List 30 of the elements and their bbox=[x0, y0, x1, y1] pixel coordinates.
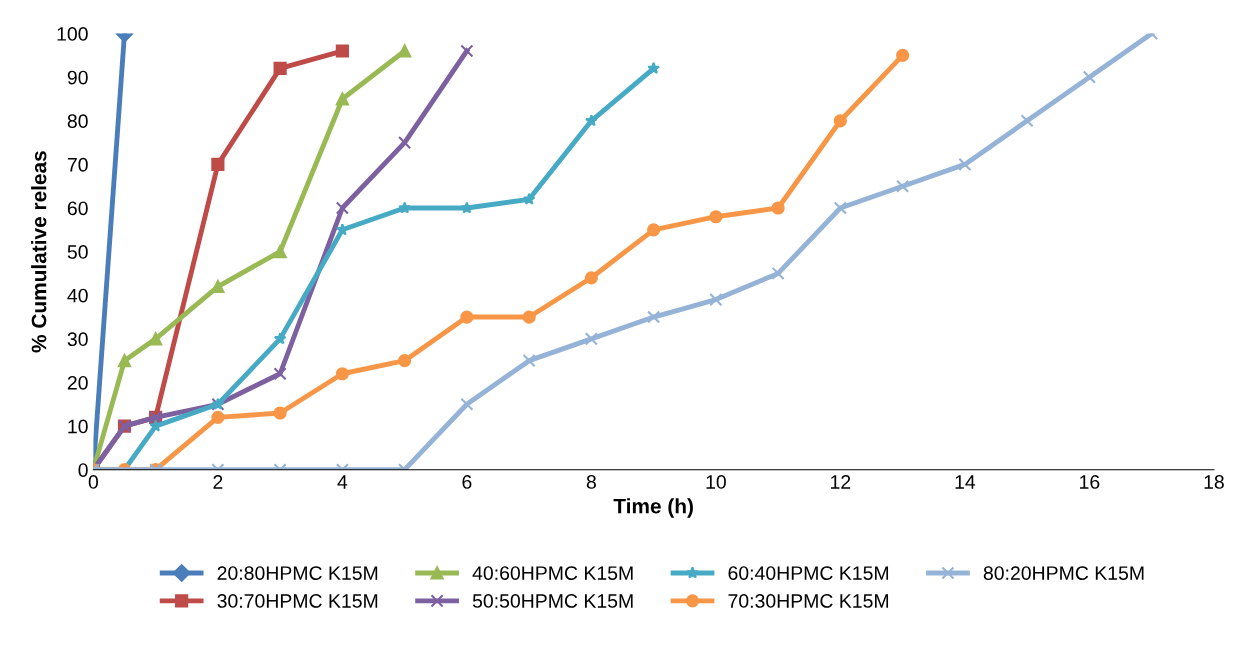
x-tick-label: 14 bbox=[955, 475, 976, 489]
legend-label: 70:30HPMC K15M bbox=[728, 594, 889, 608]
y-tick-label: 50 bbox=[67, 245, 88, 259]
y-tick-label: 90 bbox=[67, 70, 88, 85]
y-tick-label: 70 bbox=[67, 157, 88, 172]
legend-label: 30:70HPMC K15M bbox=[217, 594, 378, 608]
x-tick-label: 16 bbox=[1080, 475, 1100, 489]
legend-label: 40:60HPMC K15M bbox=[472, 566, 633, 580]
x-tick-label: 12 bbox=[831, 475, 851, 489]
y-tick-label: 40 bbox=[67, 288, 88, 303]
y-axis-title: % Cumulative releas bbox=[31, 151, 47, 353]
x-tick-label: 2 bbox=[213, 475, 223, 489]
legend-label: 80:20HPMC K15M bbox=[983, 566, 1144, 580]
y-tick-label: 60 bbox=[67, 201, 88, 216]
y-tick-label: 0 bbox=[78, 463, 88, 477]
x-tick-label: 6 bbox=[462, 475, 472, 489]
x-tick-label: 18 bbox=[1204, 475, 1224, 489]
legend-label: 50:50HPMC K15M bbox=[472, 594, 633, 608]
y-tick-label: 80 bbox=[67, 114, 88, 129]
y-tick-label: 30 bbox=[67, 332, 88, 347]
x-tick-label: 4 bbox=[337, 475, 348, 489]
y-tick-label: 100 bbox=[57, 27, 88, 41]
x-tick-label: 8 bbox=[586, 475, 596, 489]
y-tick-label: 20 bbox=[67, 375, 88, 390]
x-tick-label: 10 bbox=[706, 475, 726, 489]
legend-label: 60:40HPMC K15M bbox=[728, 566, 889, 580]
legend-label: 20:80HPMC K15M bbox=[217, 566, 378, 580]
x-axis-title: Time (h) bbox=[613, 498, 693, 518]
x-tick-label: 0 bbox=[88, 475, 99, 489]
y-tick-label: 10 bbox=[68, 419, 88, 434]
